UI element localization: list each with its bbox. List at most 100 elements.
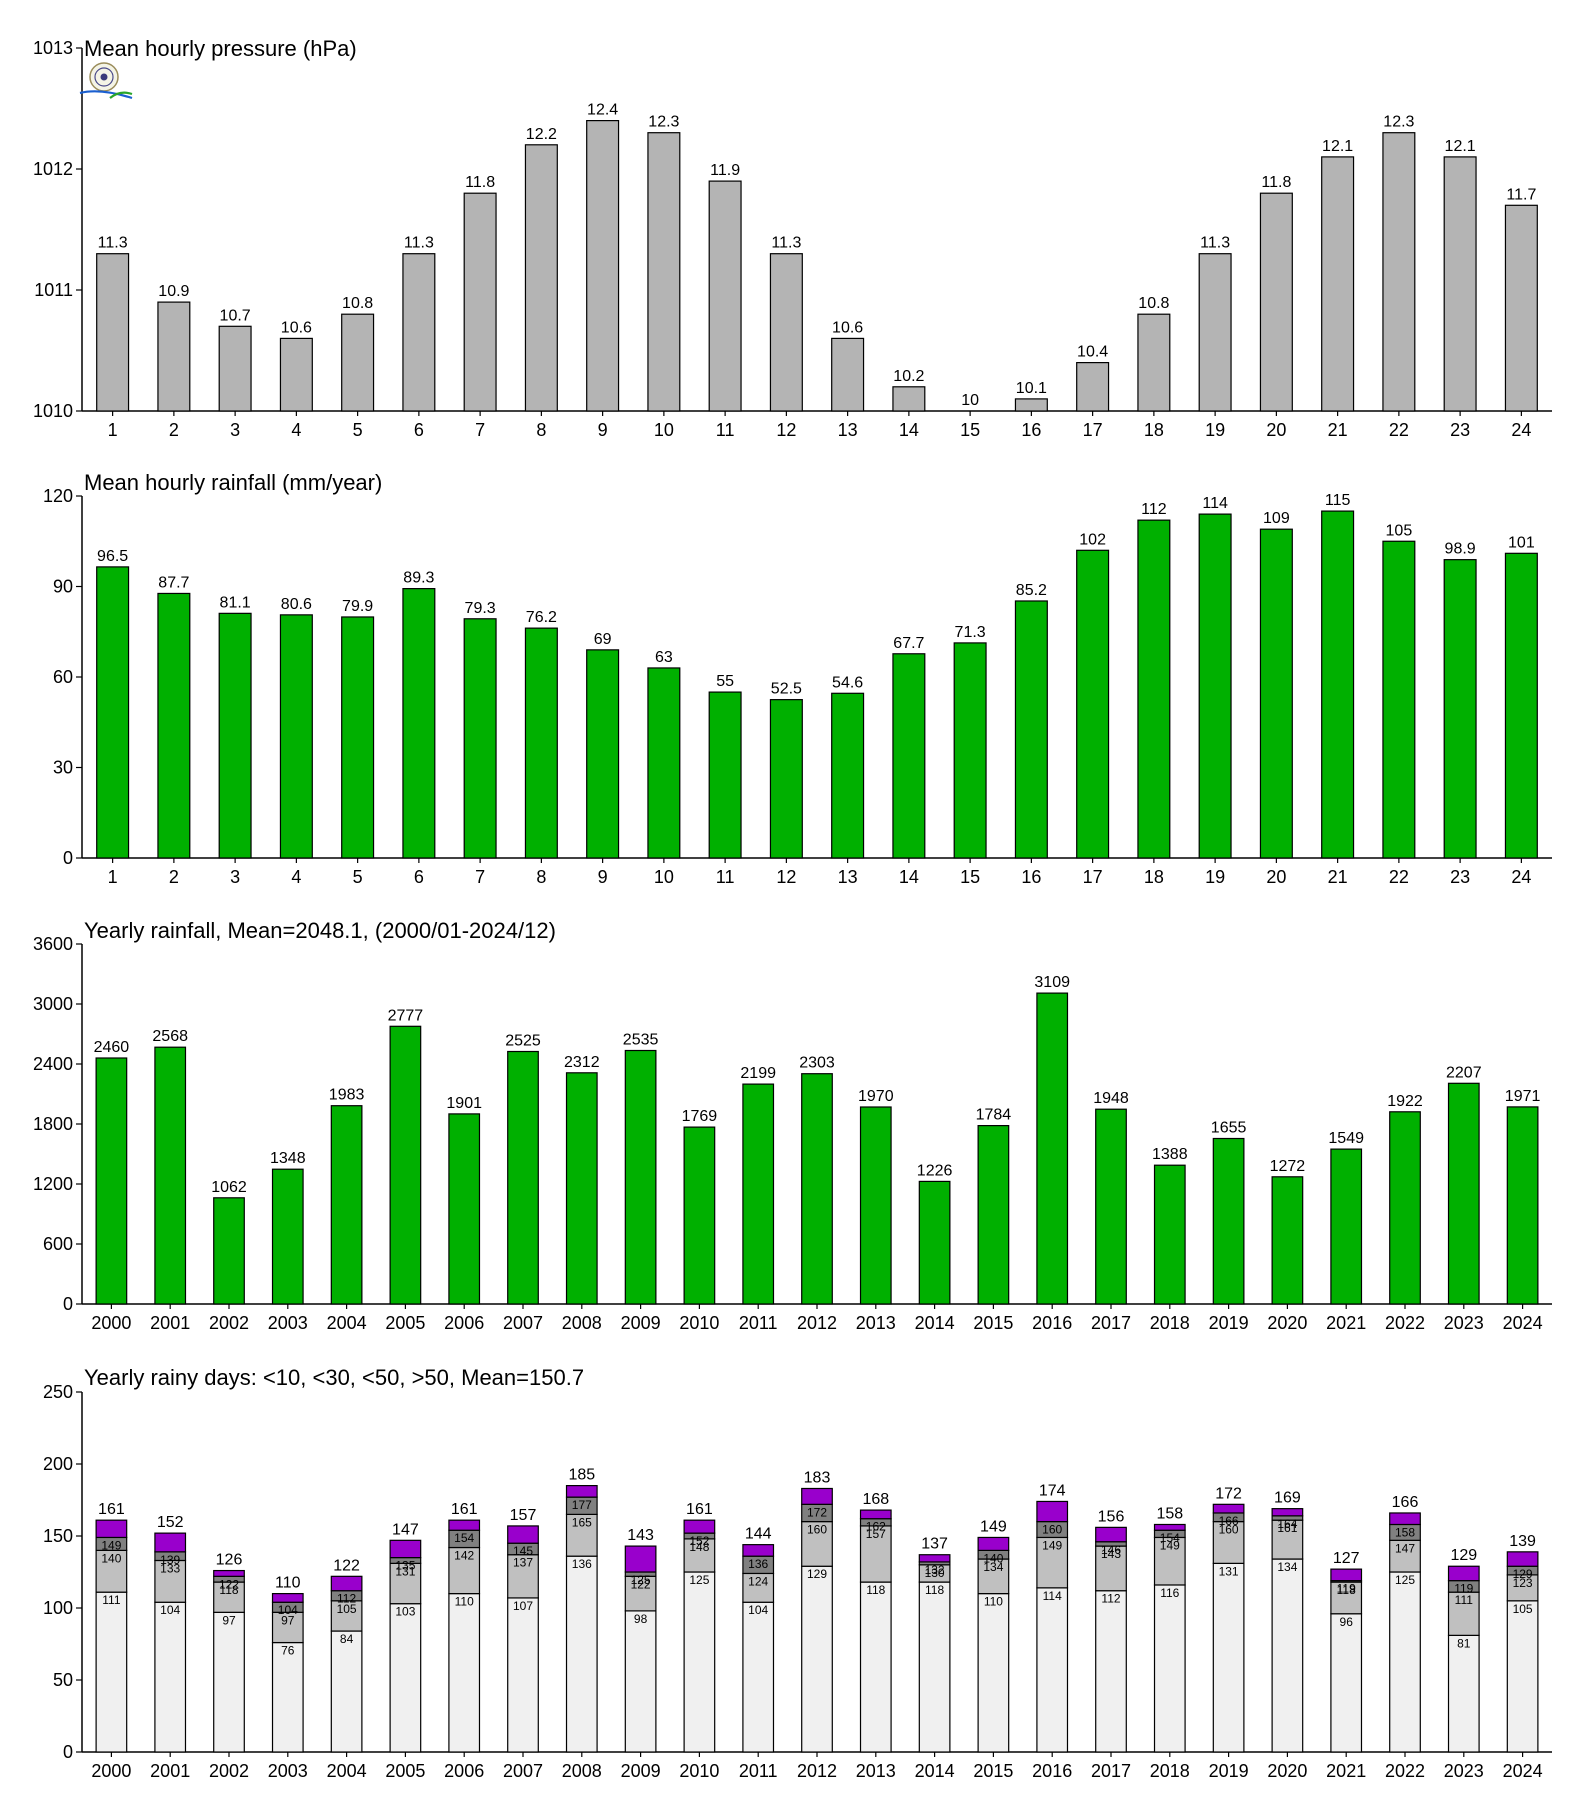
- stacked-segment: [154, 1559, 187, 1603]
- bar: [742, 1083, 775, 1305]
- x-tick-label: 2013: [856, 1313, 896, 1333]
- bar-total-label: 166: [1392, 1494, 1419, 1511]
- x-tick-label: 5: [353, 420, 363, 440]
- x-tick-label: 2: [169, 867, 179, 887]
- bar-value-label: 1901: [446, 1095, 482, 1112]
- bar-value-label: 105: [1386, 522, 1413, 539]
- yearly-rainfall-chart: Yearly rainfall, Mean=2048.1, (2000/01-2…: [33, 918, 1552, 1333]
- x-tick-label: 2012: [797, 1761, 837, 1781]
- segment-value-label: 162: [866, 1520, 886, 1534]
- x-tick-label: 2005: [385, 1761, 425, 1781]
- bar-value-label: 76.2: [526, 609, 557, 626]
- x-tick-label: 2004: [327, 1761, 367, 1781]
- stacked-segment: [683, 1538, 716, 1573]
- segment-value-label: 132: [925, 1563, 945, 1577]
- bar-value-label: 11.7: [1506, 186, 1536, 203]
- bar: [769, 253, 803, 412]
- x-tick-label: 2017: [1091, 1313, 1131, 1333]
- stacked-segment: [918, 1554, 951, 1563]
- bar-value-label: 2199: [740, 1065, 776, 1082]
- stacked-segment: [507, 1597, 539, 1753]
- bar: [463, 192, 497, 412]
- x-tick-label: 15: [960, 867, 980, 887]
- x-tick-label: 2: [169, 420, 179, 440]
- stacked-segment: [271, 1611, 304, 1644]
- stacked-segment: [1330, 1568, 1363, 1582]
- stacked-segment: [1447, 1565, 1480, 1582]
- stacked-segment: [1212, 1562, 1245, 1753]
- x-tick-label: 12: [776, 420, 796, 440]
- x-tick-label: 2023: [1444, 1313, 1484, 1333]
- bar-value-label: 79.3: [465, 600, 496, 617]
- segment-value-label: 134: [1277, 1560, 1297, 1574]
- bar-total-label: 185: [568, 1467, 595, 1484]
- segment-value-label: 97: [281, 1613, 295, 1627]
- stacked-segment: [565, 1555, 598, 1753]
- stacked-segment: [683, 1519, 716, 1534]
- stacked-segment: [565, 1484, 598, 1498]
- x-tick-label: 7: [475, 420, 485, 440]
- x-tick-label: 2004: [327, 1313, 367, 1333]
- x-tick-label: 16: [1021, 420, 1041, 440]
- x-tick-label: 2002: [209, 1761, 249, 1781]
- x-tick-label: 13: [838, 867, 858, 887]
- segment-value-label: 119: [1337, 1582, 1356, 1596]
- bar: [1382, 132, 1416, 412]
- bar: [586, 119, 620, 412]
- bar-total-label: 169: [1274, 1490, 1301, 1507]
- bar: [1330, 1148, 1363, 1305]
- segment-value-label: 154: [454, 1531, 474, 1545]
- segment-value-label: 104: [748, 1603, 768, 1617]
- bar: [1076, 362, 1110, 412]
- x-tick-label: 2014: [915, 1761, 955, 1781]
- bar: [524, 144, 558, 412]
- bar-value-label: 71.3: [955, 624, 986, 641]
- bar: [218, 612, 252, 859]
- bar-total-label: 143: [627, 1527, 654, 1544]
- segment-value-label: 136: [748, 1557, 768, 1571]
- segment-value-label: 147: [1395, 1541, 1415, 1555]
- x-tick-label: 16: [1021, 867, 1041, 887]
- stacked-segment: [154, 1601, 187, 1753]
- x-tick-label: 6: [414, 420, 424, 440]
- x-tick-label: 1: [108, 420, 118, 440]
- logo-swoosh-icon: [79, 90, 133, 100]
- bar-total-label: 183: [804, 1469, 831, 1486]
- bar-value-label: 87.7: [158, 574, 189, 591]
- bar-value-label: 2535: [623, 1032, 659, 1049]
- x-tick-label: 19: [1205, 420, 1225, 440]
- hourly-rainfall-chart: Mean hourly rainfall (mm/year)0306090120…: [43, 470, 1552, 887]
- bar-value-label: 10.8: [342, 295, 373, 312]
- segment-value-label: 135: [395, 1559, 415, 1573]
- x-tick-label: 2018: [1150, 1313, 1190, 1333]
- segment-value-label: 139: [160, 1553, 180, 1567]
- stacked-segment: [1095, 1545, 1127, 1592]
- x-tick-label: 2000: [91, 1313, 131, 1333]
- segment-value-label: 116: [1160, 1586, 1179, 1600]
- segment-value-label: 161: [1277, 1521, 1297, 1535]
- x-tick-label: 13: [838, 420, 858, 440]
- segment-value-label: 149: [1042, 1538, 1062, 1552]
- bar: [1389, 1111, 1421, 1305]
- stacked-segment: [801, 1487, 833, 1505]
- bar-total-label: 161: [686, 1501, 713, 1518]
- x-tick-label: 2019: [1209, 1761, 1249, 1781]
- bar: [892, 386, 926, 412]
- x-tick-label: 2003: [268, 1761, 308, 1781]
- stacked-segment: [154, 1532, 187, 1553]
- x-tick-label: 2009: [621, 1761, 661, 1781]
- x-tick-label: 2007: [503, 1761, 543, 1781]
- bar: [1382, 540, 1416, 859]
- bar-total-label: 139: [1509, 1533, 1536, 1550]
- x-tick-label: 2016: [1032, 1761, 1072, 1781]
- segment-value-label: 129: [807, 1567, 827, 1581]
- x-tick-label: 2020: [1267, 1313, 1307, 1333]
- segment-value-label: 158: [1395, 1525, 1415, 1539]
- x-tick-label: 22: [1389, 420, 1409, 440]
- segment-value-label: 129: [1513, 1567, 1533, 1581]
- segment-value-label: 76: [281, 1644, 295, 1658]
- stacked-segment: [1153, 1523, 1186, 1531]
- x-tick-label: 2022: [1385, 1313, 1425, 1333]
- bar-value-label: 2207: [1446, 1064, 1482, 1081]
- stacked-segment: [1036, 1587, 1069, 1753]
